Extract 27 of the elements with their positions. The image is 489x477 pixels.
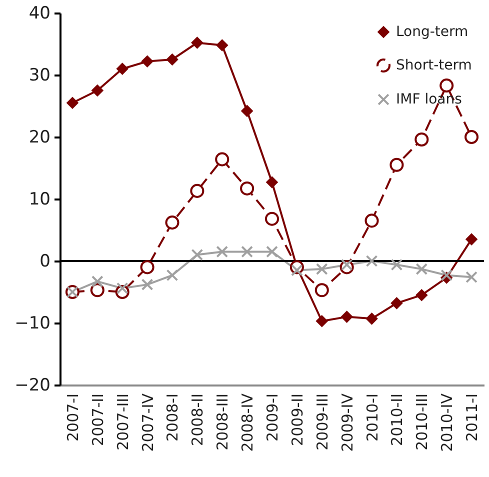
- x-tick-label: 2008-II: [188, 394, 207, 446]
- y-tick-label: 0: [40, 252, 50, 272]
- x-tick-label: 2009-I: [264, 394, 282, 442]
- x-tick-label: 2010-II: [388, 394, 406, 446]
- x-tick-label: 2010-I: [363, 394, 382, 442]
- y-tick-label: −10: [14, 314, 50, 334]
- x-tick-label: 2008-I: [164, 394, 182, 442]
- x-tick-label: 2011-I: [463, 394, 482, 442]
- legend-label: Long-term: [396, 24, 468, 40]
- x-tick-label: 2008-IV: [238, 392, 257, 452]
- y-tick-label: 20: [28, 128, 50, 148]
- x-tick-label: 2009-III: [313, 394, 332, 450]
- x-tick-label: 2009-II: [288, 394, 306, 446]
- legend-label: Short-term: [396, 58, 472, 74]
- y-tick-label: 10: [28, 190, 50, 210]
- y-tick-label: 40: [28, 4, 50, 24]
- x-tick-label: 2007-II: [88, 394, 107, 446]
- x-tick-label: 2007-I: [64, 394, 82, 442]
- x-tick-label: 2008-III: [214, 394, 232, 450]
- x-tick-label: 2010-III: [413, 394, 432, 450]
- x-tick-label: 2009-IV: [338, 392, 356, 452]
- legend-label: IMF loans: [396, 92, 462, 108]
- x-tick-label: 2007-IV: [138, 392, 157, 452]
- y-tick-label: −20: [14, 376, 50, 396]
- x-tick-label: 2010-IV: [438, 392, 456, 452]
- x-tick-label: 2007-III: [114, 394, 132, 450]
- y-tick-label: 30: [28, 66, 50, 86]
